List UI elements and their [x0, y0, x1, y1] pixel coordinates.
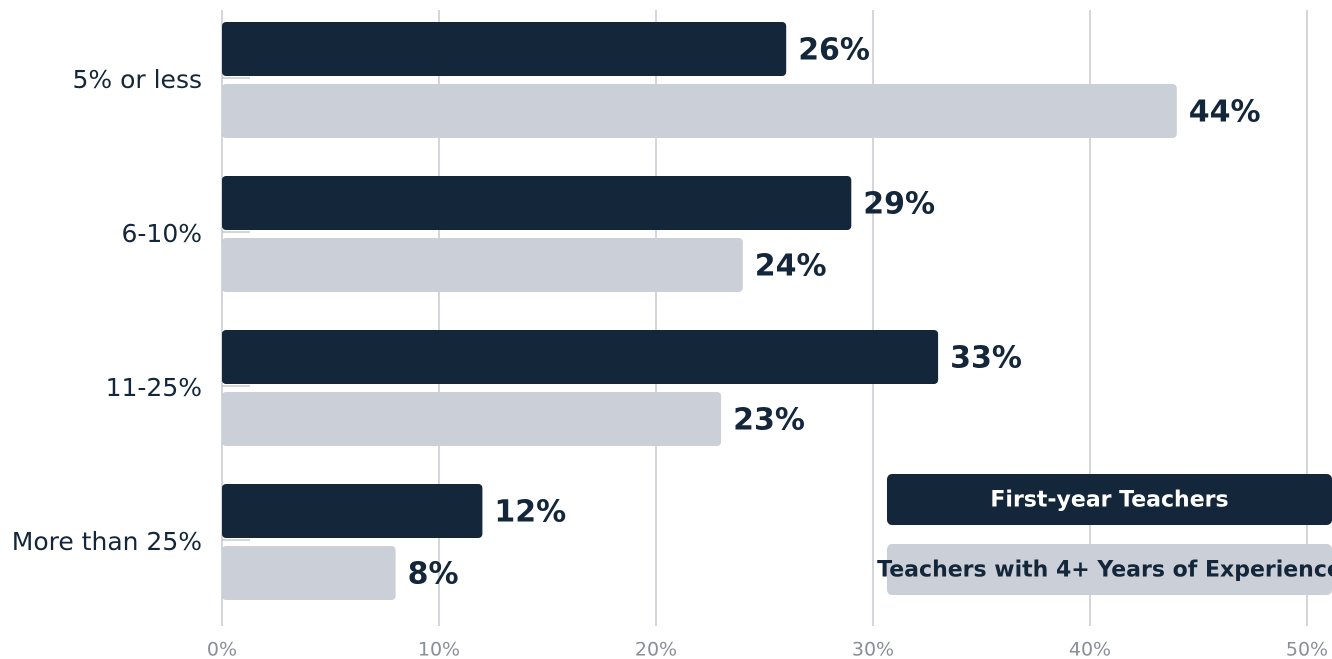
bar [222, 546, 396, 600]
bar [222, 176, 852, 230]
value-label: 44% [1189, 95, 1261, 130]
category-label: 5% or less [72, 65, 202, 94]
value-label: 26% [798, 33, 870, 68]
value-label: 29% [863, 187, 935, 222]
bar [222, 330, 939, 384]
value-label: 23% [733, 403, 805, 438]
x-tick-label: 20% [635, 639, 677, 659]
value-label: 12% [494, 495, 566, 530]
category-label: More than 25% [12, 527, 202, 556]
legend-swatch [887, 474, 1332, 525]
legend-label: First-year Teachers [990, 488, 1228, 513]
x-tick-label: 30% [852, 639, 894, 659]
x-tick-label: 0% [207, 639, 237, 659]
x-tick-label: 10% [418, 639, 460, 659]
bar [222, 238, 743, 292]
legend-label: Teachers with 4+ Years of Experience [877, 558, 1332, 583]
x-tick-label: 50% [1286, 639, 1328, 659]
x-tick-label: 40% [1069, 639, 1111, 659]
bar [222, 22, 787, 76]
bar [222, 84, 1177, 138]
category-label: 6-10% [122, 219, 203, 248]
bar [222, 392, 722, 446]
value-label: 33% [950, 341, 1022, 376]
legend-swatch [887, 544, 1332, 595]
bar [222, 484, 483, 538]
category-label: 11-25% [106, 373, 202, 402]
value-label: 24% [755, 249, 827, 284]
value-label: 8% [408, 557, 459, 592]
